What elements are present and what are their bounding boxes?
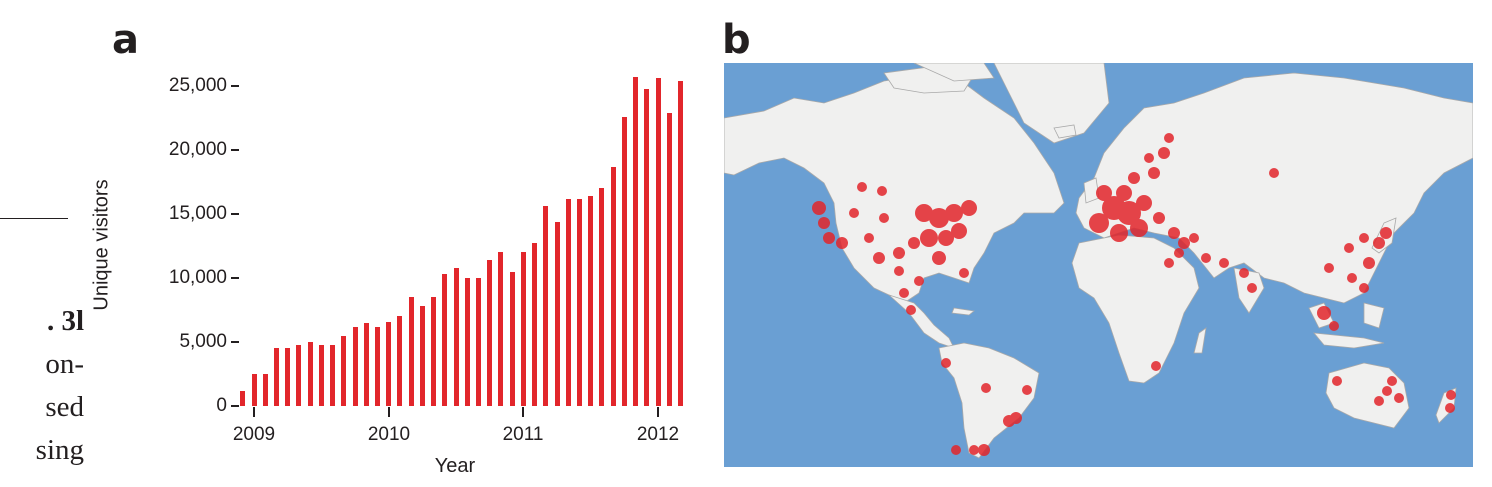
adjacent-text-column: . 3l on-sed sing <box>0 0 84 487</box>
bar <box>543 206 549 406</box>
x-tick-mark <box>657 407 659 417</box>
bar <box>397 316 403 406</box>
x-tick-mark <box>388 407 390 417</box>
y-tick-label: 20,000 <box>168 139 227 160</box>
visitor-points <box>812 133 1456 456</box>
bar <box>296 344 302 406</box>
x-tick-label: 2012 <box>636 424 680 445</box>
bar <box>262 374 268 406</box>
bar <box>431 297 437 406</box>
bar <box>610 166 616 406</box>
bar <box>318 344 324 406</box>
bar <box>666 112 672 406</box>
bar <box>520 252 526 406</box>
bar <box>621 116 627 406</box>
bar <box>532 243 538 406</box>
bar <box>475 278 481 406</box>
bar <box>565 198 571 406</box>
bar <box>386 321 392 406</box>
bar <box>330 344 336 406</box>
y-tick-label: 10,000 <box>168 267 227 288</box>
panel-label-b: b <box>722 17 751 63</box>
x-tick-label: 2010 <box>367 424 411 445</box>
adjacent-text-line: sed <box>45 391 84 423</box>
panel-label-a: a <box>112 17 139 63</box>
y-tick-mark <box>231 149 239 151</box>
bar <box>307 342 313 406</box>
x-tick-mark <box>253 407 255 417</box>
y-tick-label: 5,000 <box>179 331 227 352</box>
y-tick-label: 15,000 <box>168 203 227 224</box>
bar <box>576 198 582 406</box>
x-tick-mark <box>522 407 524 417</box>
adjacent-text-line: . 3l <box>46 305 84 337</box>
x-axis-title: Year <box>434 455 476 477</box>
bar <box>677 80 683 406</box>
land-masses <box>724 63 1473 459</box>
y-tick-label: 25,000 <box>168 75 227 96</box>
bar <box>644 88 650 406</box>
x-tick-label: 2009 <box>232 424 276 445</box>
bar <box>509 271 515 406</box>
bar <box>285 348 291 406</box>
bar <box>352 326 358 406</box>
y-tick-mark <box>231 405 239 407</box>
adjacent-text-line: on- <box>45 348 84 380</box>
y-tick-mark <box>231 277 239 279</box>
bar <box>599 188 605 406</box>
adjacent-text-line: sing <box>35 434 84 466</box>
world-map-svg <box>724 63 1473 459</box>
y-axis-title: Unique visitors <box>90 179 113 311</box>
bar <box>453 267 459 406</box>
y-tick-mark <box>231 85 239 87</box>
bar <box>633 77 639 406</box>
bar <box>498 252 504 406</box>
bar <box>408 297 414 406</box>
bar <box>655 78 661 406</box>
bar <box>273 348 279 406</box>
bar <box>251 374 257 406</box>
x-tick-label: 2011 <box>502 424 544 445</box>
bar <box>374 326 380 406</box>
y-tick-label: 0 <box>216 395 227 416</box>
y-tick-mark <box>231 341 239 343</box>
world-map <box>724 63 1473 467</box>
bar <box>240 390 246 406</box>
bar <box>588 196 594 406</box>
y-tick-mark <box>231 213 239 215</box>
bar <box>419 306 425 406</box>
divider <box>0 218 68 219</box>
bar <box>363 322 369 406</box>
bar <box>554 221 560 406</box>
bar <box>442 274 448 406</box>
bar <box>341 335 347 406</box>
bar <box>464 278 470 406</box>
bar <box>487 260 493 406</box>
